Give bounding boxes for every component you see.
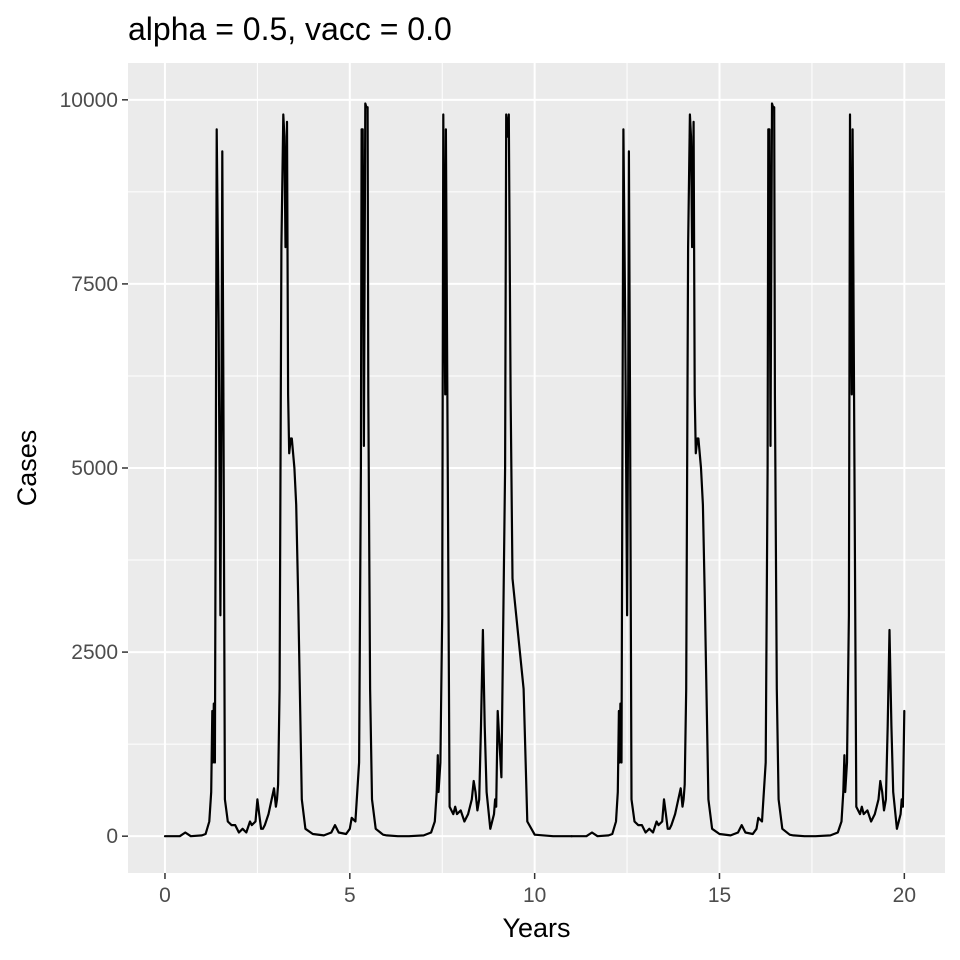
y-axis: 0 2500 5000 7500 10000 — [60, 89, 128, 848]
chart-title: alpha = 0.5, vacc = 0.0 — [128, 11, 452, 47]
x-tick-label: 0 — [159, 884, 171, 907]
x-tick-label: 10 — [523, 884, 546, 907]
x-tick-label: 20 — [893, 884, 916, 907]
data-series — [163, 102, 906, 838]
series-line-2 — [570, 102, 906, 838]
major-gridlines — [128, 63, 945, 873]
series-line-1 — [163, 102, 573, 838]
y-tick-label: 10000 — [60, 89, 118, 112]
x-tick-label: 15 — [708, 884, 731, 907]
y-axis-title: Cases — [12, 430, 42, 507]
y-tick-label: 0 — [106, 825, 118, 848]
y-tick-label: 7500 — [71, 273, 118, 296]
x-axis-title: Years — [502, 913, 570, 943]
y-tick-label: 5000 — [71, 457, 118, 480]
y-tick-label: 2500 — [71, 641, 118, 664]
x-axis: 0 5 10 15 20 — [159, 873, 916, 907]
x-tick-label: 5 — [344, 884, 356, 907]
